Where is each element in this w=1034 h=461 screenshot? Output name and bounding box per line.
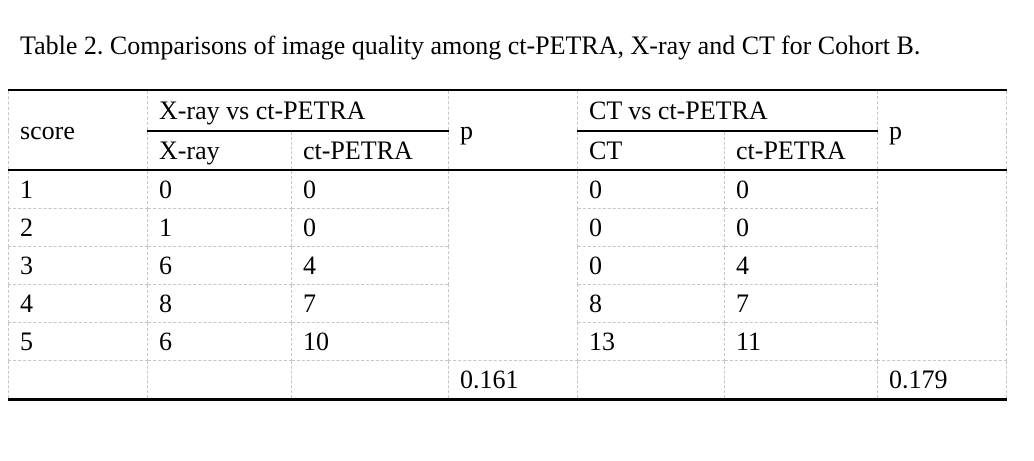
cell-ctpetra-right: 4 xyxy=(724,246,879,285)
table-row: 4 8 7 8 7 xyxy=(8,284,1007,323)
cell-ctpetra-left: 10 xyxy=(290,322,450,361)
cell-ct: 0 xyxy=(577,246,726,285)
cell-ctpetra-left: 0 xyxy=(290,169,450,209)
subheader-xray: X-ray xyxy=(147,130,292,171)
header-p-right: p xyxy=(877,89,1008,171)
cell-ctpetra-right: 11 xyxy=(724,322,879,361)
cell-score-empty xyxy=(8,360,148,400)
subheader-ct: CT xyxy=(577,130,726,171)
cell-score: 4 xyxy=(8,284,148,323)
table-row: 2 1 0 0 0 xyxy=(8,208,1007,247)
header-group-ct-vs-ctpetra: CT vs ct-PETRA xyxy=(577,89,879,132)
table-caption: Table 2. Comparisons of image quality am… xyxy=(20,31,921,60)
cell-ctpetra-right: 7 xyxy=(724,284,879,323)
cell-ct: 0 xyxy=(577,169,726,209)
cell-ctpetra-right-empty xyxy=(724,360,879,400)
cell-p-value-left: 0.161 xyxy=(448,360,579,400)
cell-xray: 6 xyxy=(147,246,292,285)
cell-xray-empty xyxy=(147,360,292,400)
table-row: 1 0 0 0 0 xyxy=(8,169,1008,361)
cell-ctpetra-left: 7 xyxy=(290,284,450,323)
cell-p-left-empty xyxy=(448,169,579,361)
cell-xray: 8 xyxy=(147,284,292,323)
cell-ctpetra-left: 4 xyxy=(290,246,450,285)
cell-ctpetra-left-empty xyxy=(290,360,450,400)
document-page: Table 2. Comparisons of image quality am… xyxy=(0,26,1034,461)
cell-ctpetra-right: 0 xyxy=(724,208,879,247)
p-value-row: 0.161 0.179 xyxy=(8,360,1008,400)
cell-p-value-right: 0.179 xyxy=(877,360,1008,400)
table-header: score X-ray vs ct-PETRA p CT vs ct-PETRA… xyxy=(8,89,1008,171)
cell-xray: 0 xyxy=(147,169,292,209)
cell-xray: 6 xyxy=(147,322,292,361)
table-row: 5 6 10 13 11 xyxy=(8,322,1007,361)
cell-ct: 13 xyxy=(577,322,726,361)
subheader-ctpetra-right: ct-PETRA xyxy=(724,130,879,171)
cell-xray: 1 xyxy=(147,208,292,247)
header-group-xray-vs-ctpetra: X-ray vs ct-PETRA xyxy=(146,89,450,132)
cell-ctpetra-left: 0 xyxy=(290,208,450,247)
cell-score: 2 xyxy=(8,208,148,247)
cell-ct-empty xyxy=(577,360,726,400)
cell-score: 5 xyxy=(8,322,148,361)
results-table: score X-ray vs ct-PETRA p CT vs ct-PETRA… xyxy=(8,89,1008,401)
cell-p-right-empty xyxy=(877,169,1008,361)
subheader-ctpetra-left: ct-PETRA xyxy=(290,130,450,171)
cell-score: 1 xyxy=(8,169,148,209)
cell-ctpetra-right: 0 xyxy=(724,169,879,209)
header-score: score xyxy=(8,89,148,171)
header-row-groups: score X-ray vs ct-PETRA p CT vs ct-PETRA… xyxy=(8,89,1008,171)
cell-ct: 0 xyxy=(577,208,726,247)
header-p-left: p xyxy=(448,89,579,171)
cell-ct: 8 xyxy=(577,284,726,323)
cell-score: 3 xyxy=(8,246,148,285)
table-body: 1 0 0 0 0 2 1 0 0 0 3 6 4 0 4 xyxy=(8,169,1008,400)
